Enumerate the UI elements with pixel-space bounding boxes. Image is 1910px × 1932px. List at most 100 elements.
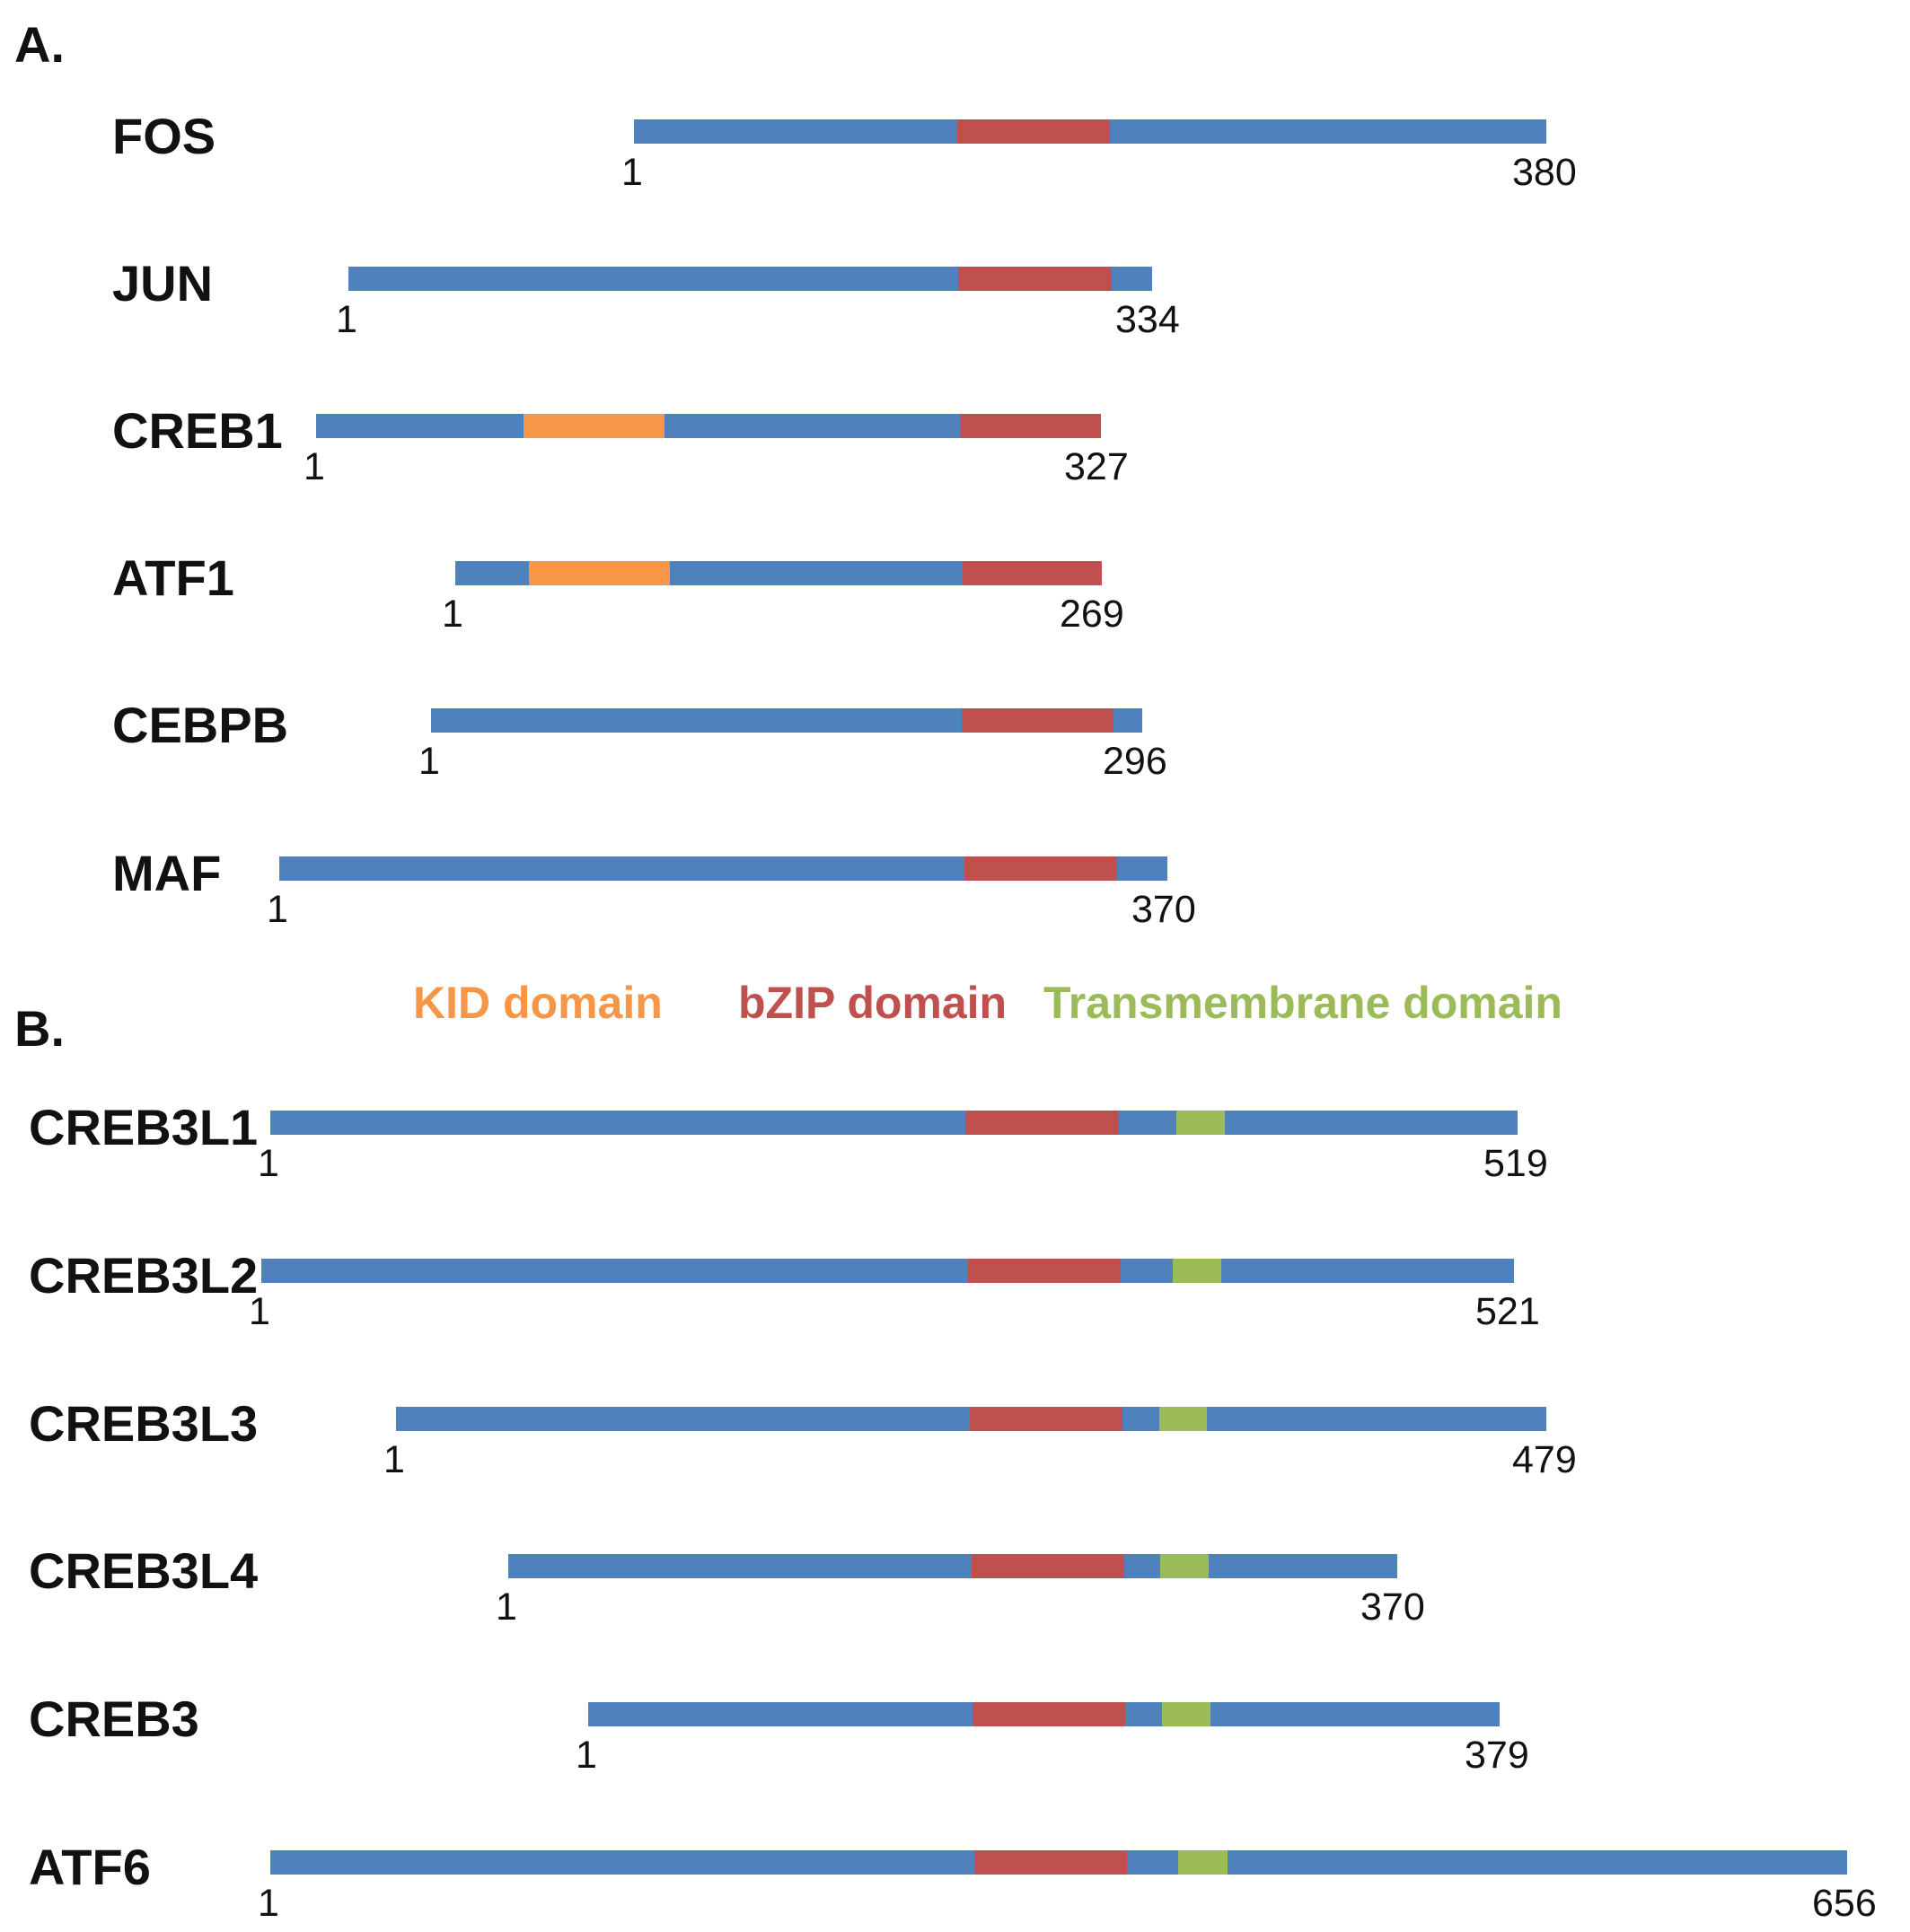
atf1-bzip-segment [963,561,1102,585]
atf1-backbone-segment [670,561,963,585]
maf-backbone-segment [1117,856,1167,881]
atf6-bzip-segment [974,1850,1127,1875]
maf-bzip-segment [964,856,1117,881]
creb3l1-end-label: 519 [1483,1142,1548,1185]
atf1-start-label: 1 [442,593,463,636]
atf6-backbone-segment [270,1850,974,1875]
creb3-bzip-segment [973,1702,1125,1726]
fos-backbone-segment [1110,119,1546,144]
creb3l3-backbone-segment [396,1407,970,1431]
legend-bzip-domain: bZIP domain [738,978,1008,1028]
creb3l4-start-label: 1 [496,1585,517,1629]
protein-name-jun: JUN [112,255,214,312]
creb3l3-bzip-segment [970,1407,1122,1431]
protein-bar-cebpb [431,708,1142,733]
protein-name-cebpb: CEBPB [112,697,289,753]
creb3-backbone-segment [1210,1702,1500,1726]
section-b-label: B. [14,1000,65,1057]
jun-start-label: 1 [336,298,357,341]
creb3l1-bzip-segment [965,1111,1119,1135]
creb3-end-label: 379 [1465,1734,1529,1777]
protein-bar-maf [279,856,1167,881]
creb3l1-transmembrane-segment [1176,1111,1225,1135]
protein-bar-creb3 [588,1702,1500,1726]
jun-bzip-segment [958,267,1112,291]
cebpb-end-label: 296 [1103,740,1167,783]
creb3l2-start-label: 1 [249,1290,270,1333]
creb3l1-backbone-segment [1119,1111,1176,1135]
creb3-transmembrane-segment [1162,1702,1210,1726]
creb3l3-backbone-segment [1207,1407,1546,1431]
protein-name-creb3l4: CREB3L4 [29,1542,259,1599]
protein-name-maf: MAF [112,845,222,901]
creb3l4-bzip-segment [972,1554,1124,1578]
creb1-kid-segment [524,414,665,438]
protein-name-creb3l2: CREB3L2 [29,1247,259,1304]
protein-bar-fos [634,119,1546,144]
protein-bar-jun [348,267,1152,291]
fos-start-label: 1 [621,151,643,194]
creb3l2-backbone-segment [1221,1259,1514,1283]
maf-start-label: 1 [267,888,288,931]
creb3-backbone-segment [588,1702,973,1726]
atf1-end-label: 269 [1060,593,1124,636]
creb3l2-transmembrane-segment [1173,1259,1221,1283]
protein-name-atf1: ATF1 [112,549,234,606]
maf-backbone-segment [279,856,964,881]
cebpb-bzip-segment [962,708,1113,733]
creb3-start-label: 1 [576,1734,597,1777]
protein-bar-atf1 [455,561,1102,585]
creb1-bzip-segment [960,414,1101,438]
jun-end-label: 334 [1115,298,1180,341]
cebpb-backbone-segment [1113,708,1142,733]
protein-name-creb3l1: CREB3L1 [29,1099,259,1155]
creb3l4-backbone-segment [1209,1554,1397,1578]
protein-bar-atf6 [270,1850,1847,1875]
protein-name-creb3: CREB3 [29,1690,199,1747]
creb3l3-end-label: 479 [1512,1438,1577,1481]
legend-kid-domain: KID domain [413,978,663,1028]
creb3l2-backbone-segment [261,1259,968,1283]
cebpb-backbone-segment [431,708,962,733]
atf6-end-label: 656 [1812,1882,1877,1925]
maf-end-label: 370 [1131,888,1196,931]
atf1-kid-segment [529,561,670,585]
creb1-backbone-segment [316,414,524,438]
section-a-label: A. [14,16,65,73]
fos-end-label: 380 [1512,151,1577,194]
cebpb-start-label: 1 [418,740,440,783]
creb3l4-backbone-segment [1124,1554,1160,1578]
creb3l3-transmembrane-segment [1159,1407,1207,1431]
fos-bzip-segment [957,119,1110,144]
protein-bar-creb3l4 [508,1554,1397,1578]
creb3l3-start-label: 1 [383,1438,405,1481]
creb3l2-bzip-segment [968,1259,1121,1283]
creb3l3-backbone-segment [1122,1407,1159,1431]
atf6-start-label: 1 [258,1882,279,1925]
creb1-end-label: 327 [1064,445,1129,488]
protein-bar-creb3l1 [270,1111,1518,1135]
creb3l2-end-label: 521 [1475,1290,1540,1333]
protein-name-atf6: ATF6 [29,1839,151,1895]
creb1-backbone-segment [665,414,960,438]
protein-name-creb1: CREB1 [112,402,283,459]
creb3-backbone-segment [1125,1702,1162,1726]
creb3l1-start-label: 1 [258,1142,279,1185]
atf6-backbone-segment [1127,1850,1178,1875]
atf6-backbone-segment [1228,1850,1847,1875]
creb3l1-backbone-segment [1225,1111,1518,1135]
protein-bar-creb3l3 [396,1407,1546,1431]
legend-transmembrane-domain: Transmembrane domain [1043,978,1562,1028]
atf1-backbone-segment [455,561,529,585]
jun-backbone-segment [1112,267,1152,291]
atf6-transmembrane-segment [1178,1850,1228,1875]
protein-bar-creb3l2 [261,1259,1514,1283]
jun-backbone-segment [348,267,958,291]
creb3l1-backbone-segment [270,1111,965,1135]
creb1-start-label: 1 [304,445,325,488]
creb3l2-backbone-segment [1121,1259,1173,1283]
protein-name-creb3l3: CREB3L3 [29,1395,259,1452]
creb3l4-transmembrane-segment [1160,1554,1209,1578]
protein-name-fos: FOS [112,108,216,164]
